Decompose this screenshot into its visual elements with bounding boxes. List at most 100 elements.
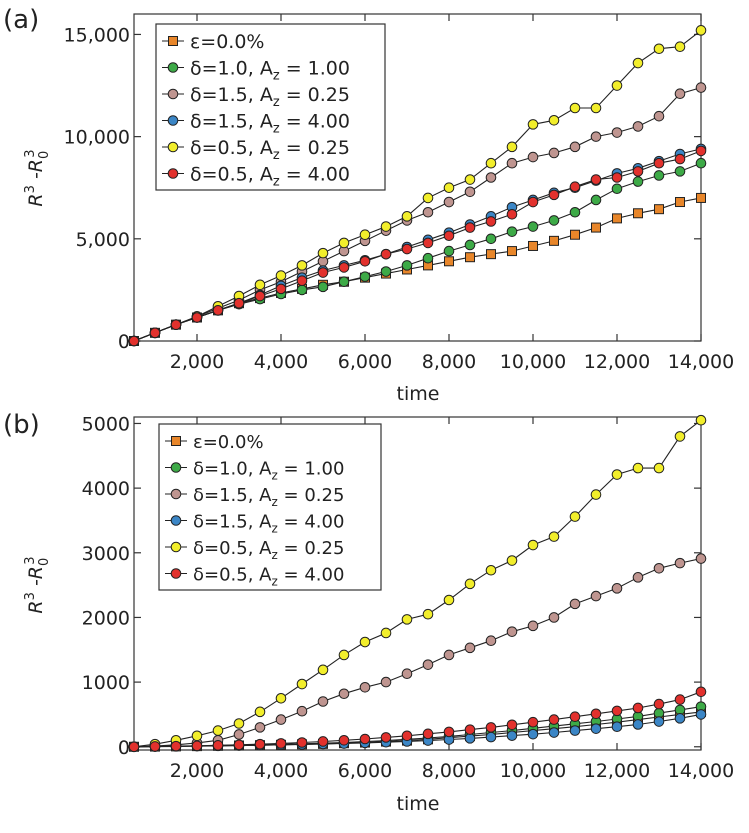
data-point <box>569 725 581 736</box>
data-point <box>296 284 308 296</box>
x-tick-label: 12,000 <box>584 760 650 782</box>
data-point <box>611 127 623 138</box>
data-point <box>275 283 287 295</box>
legend-item: δ=0.5, Az = 4.00 <box>165 565 344 589</box>
legend-marker <box>170 488 182 500</box>
data-point <box>212 305 224 316</box>
data-point <box>653 563 665 574</box>
data-point <box>506 555 518 566</box>
data-point <box>464 239 476 251</box>
legend-label: δ=1.0, Az = 1.00 <box>193 459 344 483</box>
data-point <box>570 229 580 240</box>
panel-b-legend: ε=0.0% δ=1.0, Az = 1.00δ=1.5, Az = 0.25 δ=… <box>158 423 382 591</box>
data-point <box>653 43 665 55</box>
legend-label: δ=0.5, Az = 0.25 <box>193 538 344 562</box>
data-point <box>696 192 706 203</box>
series-line <box>133 419 702 748</box>
data-point <box>695 25 707 36</box>
panel-b-legend-box <box>158 423 382 591</box>
data-point <box>632 462 644 474</box>
data-point <box>485 157 497 169</box>
data-point <box>569 181 581 192</box>
data-point <box>443 726 455 738</box>
data-point <box>233 739 245 751</box>
data-point <box>380 248 392 260</box>
data-point <box>527 221 539 232</box>
legend-label: δ=1.0, Az = 1.00 <box>190 58 350 84</box>
data-point <box>296 678 308 690</box>
data-point <box>527 151 539 163</box>
legend-item: δ=1.0, Az = 1.00 <box>162 58 350 84</box>
data-point <box>612 213 622 224</box>
data-point <box>548 215 560 226</box>
x-tick-label: 8,000 <box>422 351 476 373</box>
panel-a-x-axis-label: time <box>397 383 440 405</box>
data-point <box>317 664 329 676</box>
series-line <box>133 87 702 342</box>
data-point <box>548 531 560 542</box>
data-point <box>338 688 350 700</box>
legend-label: δ=1.5, Az = 4.00 <box>193 512 344 536</box>
y-tick-label: 4000 <box>82 478 130 500</box>
legend-marker <box>167 115 179 126</box>
data-point <box>254 290 266 302</box>
data-point <box>422 206 434 218</box>
panel-a-plot-frame <box>133 13 702 342</box>
data-point <box>485 564 497 576</box>
data-point <box>590 590 602 602</box>
data-point <box>527 196 539 208</box>
data-point <box>464 222 476 233</box>
data-point <box>296 260 308 271</box>
data-point <box>611 583 623 594</box>
data-point <box>380 676 392 688</box>
data-point <box>695 686 707 698</box>
legend-marker <box>170 515 182 526</box>
data-point <box>170 319 182 330</box>
panel-a-legend: ε=0.0%δ=1.0, Az = 1.00δ=1.5, Az = 0.25δ=… <box>155 23 386 191</box>
data-point <box>653 157 665 169</box>
legend-item: δ=0.5, Az = 0.25 <box>162 137 350 163</box>
legend-marker <box>167 62 179 73</box>
x-tick-label: 10,000 <box>500 760 566 782</box>
legend-marker <box>170 568 182 579</box>
data-point <box>422 728 434 740</box>
y-tick-label: 10,000 <box>64 127 130 149</box>
data-point <box>233 297 245 309</box>
y-tick-label: 2000 <box>82 607 130 629</box>
data-point <box>548 714 560 725</box>
panel-a-y-axis-label: R3 -R03 <box>23 149 52 206</box>
data-point <box>401 614 413 625</box>
data-point <box>548 612 560 623</box>
data-point <box>464 724 476 735</box>
data-point <box>611 705 623 717</box>
x-tick-label: 2,000 <box>170 760 224 782</box>
data-point <box>527 728 539 740</box>
data-point <box>464 578 476 590</box>
data-point <box>170 740 182 752</box>
data-point <box>632 57 644 69</box>
legend-item: ε=0.0% <box>165 432 264 453</box>
legend-label: δ=0.5, Az = 4.00 <box>193 565 344 589</box>
data-point <box>422 608 434 620</box>
y-tick-label: 5,000 <box>76 229 130 251</box>
data-point <box>485 216 497 227</box>
y-tick-label: 1000 <box>82 672 130 694</box>
data-point <box>443 649 455 661</box>
data-point <box>569 141 581 153</box>
series-line <box>133 558 702 748</box>
data-point <box>401 211 413 222</box>
panel-a-series <box>128 25 707 347</box>
data-point <box>401 243 413 255</box>
data-point <box>654 204 664 215</box>
legend-item: δ=1.0, Az = 1.00 <box>165 459 344 483</box>
data-point <box>443 245 455 257</box>
data-point <box>275 714 287 725</box>
legend-item: δ=1.5, Az = 0.25 <box>162 84 350 110</box>
x-tick-label: 6,000 <box>338 351 392 373</box>
data-point <box>443 594 455 606</box>
legend-label: ε=0.0% <box>193 432 264 453</box>
data-point <box>191 730 203 742</box>
x-tick-label: 10,000 <box>500 351 566 373</box>
data-point <box>254 738 266 750</box>
data-point <box>128 741 140 753</box>
